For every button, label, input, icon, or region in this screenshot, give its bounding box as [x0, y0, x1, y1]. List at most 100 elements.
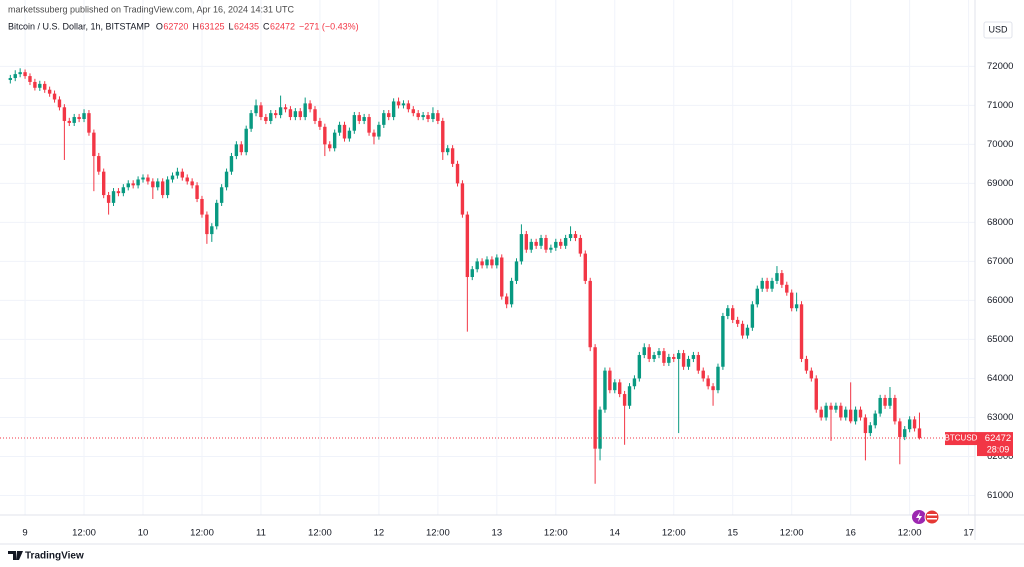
candle-body [131, 183, 135, 186]
candle-body [391, 101, 396, 118]
candle-body [613, 382, 617, 391]
candle-body [249, 113, 253, 129]
legend-value: 62720 [163, 21, 188, 31]
x-tick-label: 12:00 [780, 528, 804, 539]
candle-body [799, 304, 804, 359]
candle-body [588, 280, 592, 348]
candle-body [431, 113, 435, 119]
candle-body [57, 99, 62, 108]
legend-change: −271 (−0.43%) [299, 21, 359, 31]
candle-body [337, 124, 342, 133]
candle-body [578, 237, 583, 254]
candle-body [244, 128, 248, 153]
candle-body [411, 109, 415, 114]
candle-body [82, 113, 86, 119]
candle-body [735, 319, 740, 324]
candle-body [101, 171, 106, 196]
candle-body [224, 171, 229, 188]
candle-body [146, 177, 150, 182]
candle-body [509, 280, 514, 305]
x-tick-label: 14 [609, 528, 620, 539]
y-tick-label: 68000 [987, 217, 1013, 228]
candle-body [47, 89, 52, 94]
symbol-label: BTCUSD [945, 434, 978, 443]
candle-body [293, 111, 298, 118]
legend-value: 63125 [199, 21, 224, 31]
candle-body [303, 103, 307, 118]
x-tick-label: 12:00 [190, 528, 214, 539]
candle-body [829, 405, 833, 410]
candle-body [868, 425, 873, 434]
candle-body [676, 353, 681, 359]
candle-body [38, 83, 42, 88]
candle-body [848, 409, 853, 422]
candle-body [396, 101, 401, 106]
candle-body [259, 105, 263, 118]
currency-box [983, 21, 1013, 39]
candle-body [229, 156, 234, 172]
candle-body [834, 405, 838, 410]
legend-value: 62472 [270, 21, 295, 31]
x-tick-label: 12:00 [544, 528, 568, 539]
candle-body [878, 397, 882, 414]
candle-body [72, 117, 76, 123]
candle-body [77, 117, 81, 119]
candle-body [382, 113, 386, 125]
candle-body [563, 237, 568, 246]
candle-body [809, 370, 814, 379]
candle-body [308, 103, 312, 110]
candle-body [318, 120, 322, 127]
candle-body [126, 183, 130, 188]
candle-body [205, 214, 209, 235]
candle-body [156, 181, 160, 188]
candle-body [622, 394, 627, 406]
y-tick-label: 64000 [987, 373, 1013, 384]
candle-body [362, 117, 366, 121]
candle-body [278, 107, 283, 116]
candle-body [770, 280, 774, 289]
legend-value: 62435 [234, 21, 259, 31]
candle-body [92, 132, 96, 157]
x-tick-label: 13 [492, 528, 503, 539]
candle-body [283, 107, 288, 110]
candle-body [200, 198, 204, 215]
x-tick-label: 12:00 [662, 528, 686, 539]
candle-body [160, 181, 165, 196]
candle-body [603, 370, 607, 410]
candle-body [907, 419, 912, 430]
flag-stripe [927, 514, 937, 516]
candle-body [662, 351, 666, 363]
candle-body [539, 237, 543, 246]
candle-body [637, 355, 642, 379]
candle-body [342, 124, 347, 139]
candles [8, 68, 922, 484]
candle-body [681, 353, 686, 367]
candle-body [219, 187, 224, 203]
x-tick-label: 12:00 [308, 528, 332, 539]
candle-body [475, 261, 479, 270]
candle-body [106, 195, 111, 203]
candle-body [52, 93, 57, 100]
candle-body [789, 292, 794, 309]
candle-body [185, 177, 189, 182]
legend-key: L [228, 21, 233, 31]
x-tick-label: 11 [256, 528, 266, 539]
candle-body [898, 421, 902, 437]
candle-body [839, 405, 843, 418]
candle-body [706, 378, 710, 387]
candle-body [421, 115, 425, 118]
candle-body [780, 273, 784, 285]
candle-body [691, 355, 696, 359]
candle-body [33, 81, 37, 88]
candle-body [175, 171, 180, 176]
candle-body [269, 113, 273, 121]
candle-body [323, 126, 327, 145]
candle-body [804, 358, 809, 371]
candle-body [87, 113, 91, 133]
candle-body [406, 103, 411, 110]
candle-body [598, 409, 602, 449]
candle-body [667, 356, 671, 363]
candle-body [485, 259, 489, 266]
lightning-glyph [916, 512, 922, 522]
